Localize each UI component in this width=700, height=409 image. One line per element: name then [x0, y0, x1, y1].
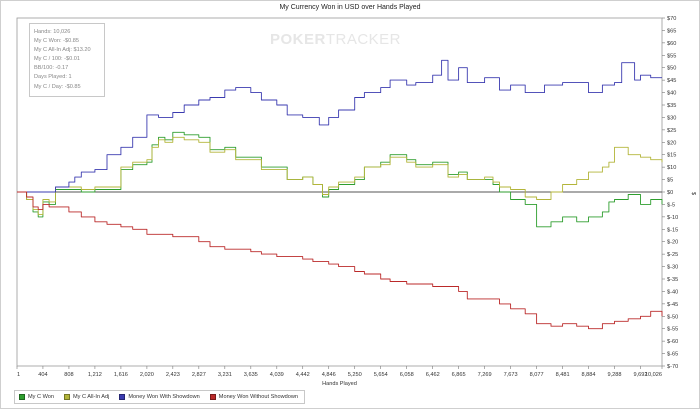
legend-swatch-icon [64, 394, 71, 400]
y-tick-label: $-25 [667, 252, 678, 258]
watermark-bold: POKER [270, 31, 326, 48]
legend-label: My C All-In Adj [73, 394, 110, 400]
x-tick-label: 1,616 [114, 372, 128, 378]
legend-label: Money Won Without Showdown [218, 394, 298, 400]
x-tick-label: 7,673 [504, 372, 518, 378]
y-tick-label: $50 [667, 66, 676, 72]
y-tick-label: $45 [667, 78, 676, 84]
y-tick-label: $5 [667, 178, 673, 184]
y-tick-label: $-30 [667, 265, 678, 271]
legend-label: My C Won [28, 394, 55, 400]
x-tick-label: 8,481 [556, 372, 570, 378]
y-tick-label: $60 [667, 41, 676, 47]
y-tick-label: $-15 [667, 227, 678, 233]
legend-item[interactable]: Money Won Without Showdown [206, 391, 304, 403]
x-tick-label: 1 [17, 372, 20, 378]
y-tick-label: $-5 [667, 202, 675, 208]
x-tick-label: 10,026 [645, 372, 662, 378]
legend-swatch-icon [119, 394, 126, 400]
x-tick-label: 8,077 [530, 372, 544, 378]
x-tick-label: 6,865 [452, 372, 466, 378]
x-tick-label: 808 [64, 372, 73, 378]
y-tick-label: $30 [667, 115, 676, 121]
x-tick-label: 2,423 [166, 372, 180, 378]
y-tick-label: $-65 [667, 352, 678, 358]
legend-item[interactable]: Money Won With Showdown [115, 391, 205, 403]
x-tick-label: 3,635 [244, 372, 258, 378]
x-tick-label: 5,654 [374, 372, 388, 378]
stat-bb-100: BB/100: -0.17 [34, 65, 69, 72]
y-tick-label: $65 [667, 28, 676, 34]
x-tick-label: 2,020 [140, 372, 154, 378]
y-tick-label: $15 [667, 153, 676, 159]
watermark-light: TRACKER [325, 31, 402, 48]
x-tick-label: 4,442 [296, 372, 310, 378]
x-tick-label: 6,058 [400, 372, 414, 378]
x-tick-label: 3,231 [218, 372, 232, 378]
y-tick-label: $-70 [667, 364, 678, 370]
x-tick-label: 9,692 [634, 372, 648, 378]
x-tick-label: 9,288 [608, 372, 622, 378]
x-tick-label: 8,884 [582, 372, 596, 378]
y-tick-label: $55 [667, 53, 676, 59]
stat-per-100: My C / 100: -$0.01 [34, 56, 81, 63]
x-tick-label: 4,039 [270, 372, 284, 378]
y-axis-label: $ [690, 192, 696, 196]
stat-per-day: My C / Day: -$0.85 [34, 83, 81, 90]
chart-title: My Currency Won in USD over Hands Played [279, 4, 421, 11]
y-tick-label: $10 [667, 165, 676, 171]
legend-item[interactable]: My C All-In Adj [60, 391, 115, 403]
y-tick-label: $-35 [667, 277, 678, 283]
x-tick-label: 5,250 [348, 372, 362, 378]
x-tick-label: 2,827 [192, 372, 206, 378]
stats-box: Hands: 10,026 My C Won: -$0.85 My C All-… [29, 23, 105, 97]
x-axis-label: Hands Played [322, 381, 357, 387]
y-tick-label: $25 [667, 128, 676, 134]
y-tick-label: $35 [667, 103, 676, 109]
y-tick-label: $40 [667, 91, 676, 97]
stat-won: My C Won: -$0.85 [34, 38, 79, 45]
stat-hands: Hands: 10,026 [34, 29, 71, 35]
y-tick-label: $-45 [667, 302, 678, 308]
legend-swatch-icon [19, 394, 25, 400]
legend-label: Money Won With Showdown [128, 394, 200, 400]
stat-days-played: Days Played: 1 [34, 74, 72, 81]
chart-legend: My C Won My C All-In Adj Money Won With … [14, 390, 305, 404]
y-tick-label: $70 [667, 16, 676, 22]
y-tick-label: $-55 [667, 327, 678, 333]
y-tick-label: $-10 [667, 215, 678, 221]
y-tick-label: $0 [667, 190, 673, 196]
series-line-0 [17, 131, 663, 228]
x-tick-label: 404 [38, 372, 47, 378]
series-line-1 [17, 136, 663, 215]
y-tick-label: $-50 [667, 314, 678, 320]
legend-item[interactable]: My C Won [15, 391, 60, 403]
legend-swatch-icon [209, 394, 216, 400]
y-tick-label: $20 [667, 140, 676, 146]
watermark-logo: POKERTRACKER [270, 31, 401, 48]
x-tick-label: 6,462 [426, 372, 440, 378]
x-tick-label: 7,269 [478, 372, 492, 378]
x-tick-label: 1,212 [88, 372, 102, 378]
series-line-2 [17, 59, 662, 193]
y-tick-label: $-60 [667, 339, 678, 345]
y-tick-label: $-40 [667, 289, 678, 295]
series-line-3 [17, 191, 663, 330]
stat-allin-adj: My C All-In Adj: $13.20 [34, 47, 91, 54]
y-tick-label: $-20 [667, 240, 678, 246]
x-tick-label: 4,846 [322, 372, 336, 378]
